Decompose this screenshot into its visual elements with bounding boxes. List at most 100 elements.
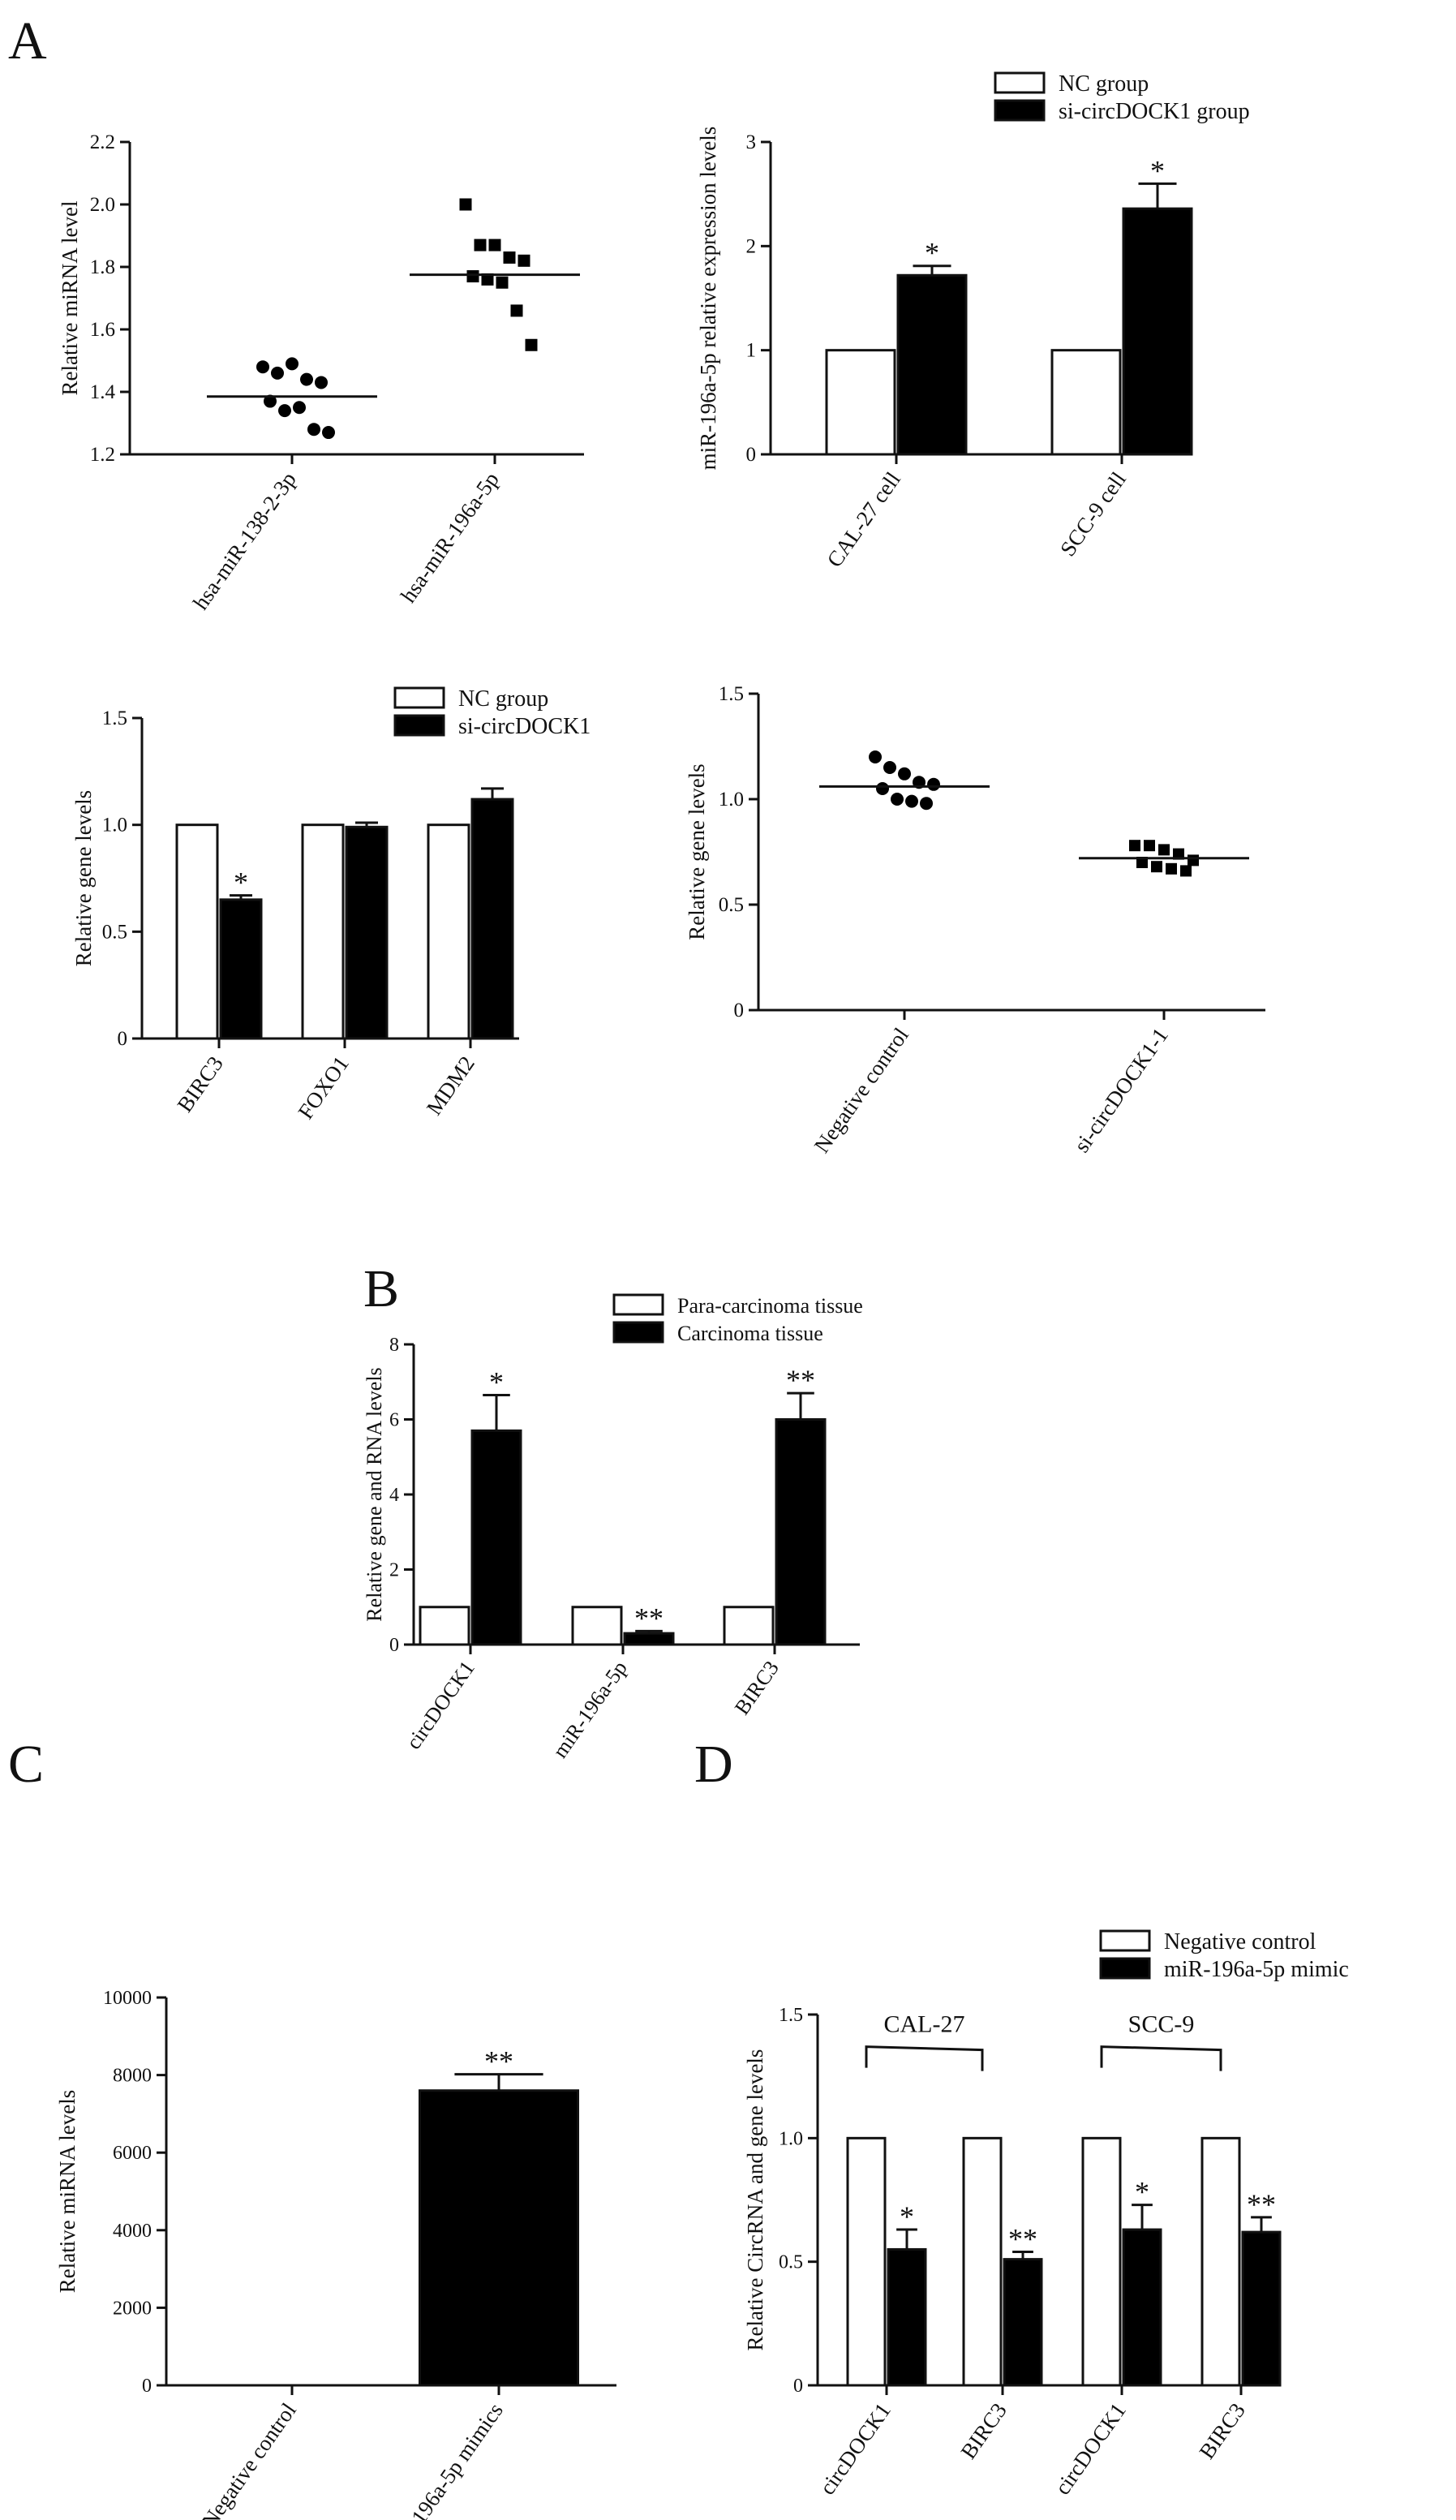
y-axis-title: Relative miRNA level: [58, 201, 82, 396]
bar: [1003, 2258, 1043, 2387]
panel-letter-d: D: [694, 1735, 733, 1794]
significance-marker: **: [1247, 2188, 1276, 2221]
bar: [219, 898, 263, 1040]
y-tick-label: 0: [746, 444, 757, 466]
bar: [301, 824, 345, 1040]
y-tick-label: 1.4: [90, 381, 116, 403]
bar: [623, 1632, 675, 1646]
data-point: [503, 251, 516, 264]
data-point: [307, 423, 320, 436]
significance-marker: *: [234, 867, 248, 899]
y-tick-label: 1.5: [779, 2005, 803, 2026]
x-category-label: miR-196a-5p mimics: [380, 2398, 508, 2520]
y-tick-label: 0: [734, 1000, 745, 1021]
y-tick-label: 1.5: [719, 683, 744, 705]
chart-a4-scatter: 0 0.5 1.0 1.5 Relative gene levels Negative c…: [685, 683, 1265, 1157]
x-category-label: FOXO1: [293, 1051, 353, 1123]
bar: [571, 1606, 623, 1646]
y-tick-label: 0.5: [719, 894, 744, 916]
x-category-label: miR-196a-5p: [548, 1657, 632, 1762]
legend-swatch: [994, 99, 1046, 122]
chart-c-bar: 0 2000 4000 6000 8000 10000 Relative miRNA lev…: [55, 1988, 616, 2520]
bar: [825, 349, 896, 456]
data-point: [1173, 848, 1184, 860]
legend-label: Negative control: [1164, 1929, 1316, 1955]
y-axis-title: Relative gene and RNA levels: [363, 1367, 386, 1621]
y-tick-label: 1.6: [90, 319, 115, 341]
bar: [723, 1606, 775, 1646]
data-point: [869, 750, 882, 763]
bar: [1122, 2228, 1162, 2387]
x-category-label: circDOCK1: [815, 2398, 896, 2499]
legend-swatch: [1099, 1929, 1151, 1952]
panel-letter-c: C: [8, 1735, 44, 1794]
bar: [175, 824, 219, 1040]
bar: [1122, 207, 1193, 456]
bar: [1050, 349, 1122, 456]
y-tick-label: 8000: [113, 2066, 152, 2087]
x-category-label: CAL-27 cell: [822, 467, 904, 571]
bar: [427, 824, 470, 1040]
bar: [896, 273, 968, 456]
bar: [345, 825, 389, 1040]
y-tick-label: 4000: [113, 2221, 152, 2242]
data-point: [518, 254, 530, 267]
y-tick-label: 1.0: [779, 2128, 803, 2149]
bar: [1200, 2136, 1241, 2387]
bar: [470, 798, 514, 1040]
y-tick-label: 8: [389, 1335, 399, 1356]
bar: [846, 2136, 887, 2387]
x-category-label: BIRC3: [956, 2398, 1011, 2463]
y-axis-title: miR-196a-5p relative expression levels: [696, 127, 720, 471]
legend-label: Carcinoma tissue: [677, 1322, 823, 1345]
bar: [775, 1418, 827, 1646]
group-bracket: [865, 2045, 984, 2071]
y-axis-title: Relative miRNA levels: [55, 2090, 79, 2293]
legend-label: NC group: [1059, 71, 1149, 97]
significance-marker: *: [1135, 2176, 1149, 2208]
x-category-label: Negative control: [197, 2398, 301, 2520]
y-tick-label: 1.8: [90, 256, 115, 278]
chart-d-bar: 0 0.5 1.0 1.5 Relative CircRNA and gene leve…: [743, 1929, 1349, 2499]
data-point: [474, 239, 487, 252]
y-tick-label: 4: [389, 1485, 399, 1506]
chart-a1-scatter: 1.2 1.4 1.6 1.8 2.0 2.2 Relative miRNA level hs…: [58, 131, 584, 614]
data-point: [459, 198, 472, 211]
data-point: [1129, 840, 1140, 852]
data-point: [883, 761, 896, 774]
y-tick-label: 2.0: [90, 194, 115, 216]
y-axis-title: Relative CircRNA and gene levels: [743, 2049, 767, 2351]
legend-swatch: [612, 1293, 664, 1316]
y-axis-title: Relative gene levels: [685, 763, 709, 940]
data-point: [927, 777, 940, 791]
y-tick-label: 2000: [113, 2298, 152, 2319]
data-point: [315, 376, 328, 389]
y-tick-label: 6: [389, 1410, 399, 1431]
x-category-label: BIRC3: [1194, 2398, 1249, 2463]
bar: [962, 2136, 1003, 2387]
significance-marker: *: [489, 1365, 504, 1398]
data-point: [271, 366, 284, 380]
x-category-label: Negative control: [810, 1023, 913, 1157]
y-tick-label: 3: [746, 131, 757, 153]
x-category-label: si-circDOCK1-1: [1069, 1023, 1173, 1157]
y-tick-label: 10000: [103, 1988, 152, 2009]
y-tick-label: 1: [746, 340, 757, 362]
data-point: [525, 338, 538, 351]
significance-marker: *: [1150, 154, 1165, 187]
y-tick-label: 1.5: [102, 707, 127, 729]
group-bracket: [1100, 2045, 1222, 2071]
bar: [1241, 2230, 1282, 2387]
y-tick-label: 6000: [113, 2143, 152, 2164]
y-tick-label: 0.5: [102, 921, 127, 943]
y-axis-title: Relative gene levels: [71, 790, 96, 966]
x-category-label: MDM2: [422, 1051, 479, 1120]
data-point: [510, 304, 523, 317]
data-point: [920, 797, 933, 811]
panel-letter-b: B: [363, 1259, 399, 1318]
x-category-label: BIRC3: [172, 1051, 227, 1116]
bar: [419, 2089, 579, 2387]
x-category-label: circDOCK1: [1050, 2398, 1131, 2499]
legend-swatch: [994, 71, 1046, 94]
